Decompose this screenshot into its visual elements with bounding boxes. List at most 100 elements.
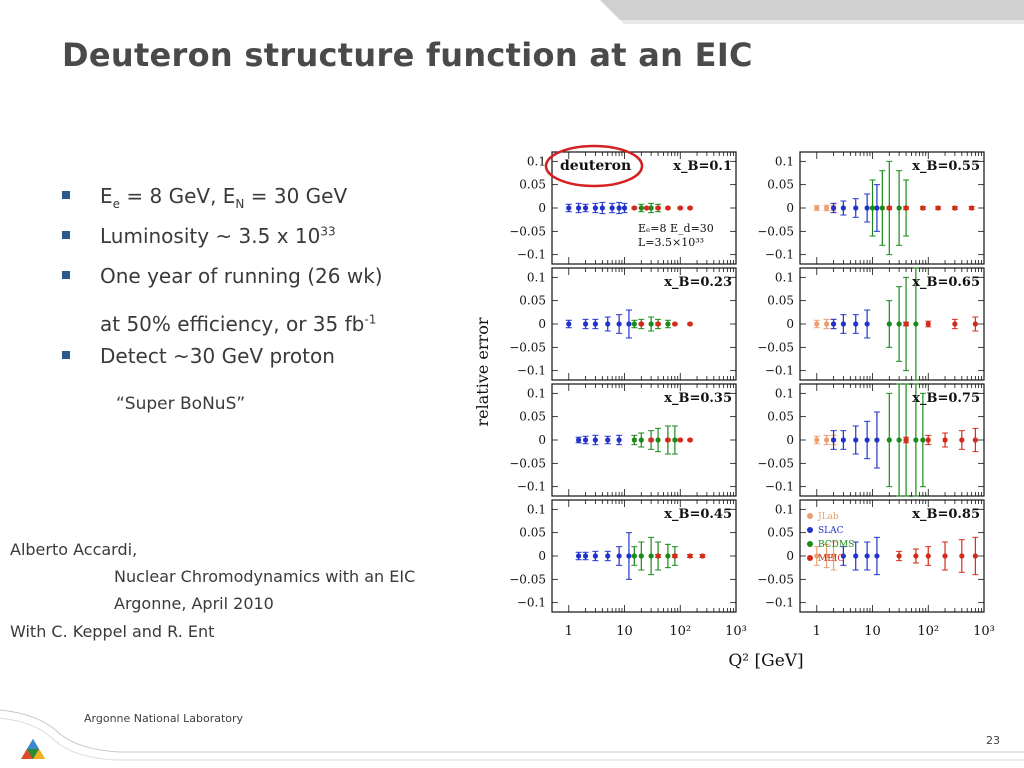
data-point <box>638 205 644 211</box>
xb-label: x_B=0.1 <box>673 159 732 174</box>
y-tick-label: −0.1 <box>517 248 546 262</box>
data-point <box>959 553 965 559</box>
data-point <box>942 437 948 443</box>
y-tick-label: 0.1 <box>775 270 794 284</box>
data-point <box>920 437 926 443</box>
xb-label: x_B=0.35 <box>664 391 732 406</box>
y-tick-label: −0.1 <box>517 596 546 610</box>
y-tick-label: −0.05 <box>757 340 794 354</box>
data-point <box>575 553 582 559</box>
data-point <box>631 205 637 211</box>
y-tick-label: −0.1 <box>765 248 794 262</box>
data-point <box>823 205 830 211</box>
y-tick-label: −0.05 <box>509 456 546 470</box>
y-tick-label: −0.05 <box>757 572 794 586</box>
data-point <box>886 437 892 443</box>
data-point <box>672 437 678 443</box>
data-point <box>840 553 846 559</box>
data-point <box>677 437 683 443</box>
slide-title: Deuteron structure function at an EIC <box>62 36 753 74</box>
y-tick-label: 0.05 <box>519 526 546 540</box>
y-tick-label: −0.1 <box>765 364 794 378</box>
y-axis-title: relative error <box>473 317 492 426</box>
data-point <box>830 321 837 327</box>
beam-energy-text: Eₑ=8 E_d=30 <box>638 222 714 235</box>
data-point <box>853 205 859 211</box>
data-point <box>638 553 644 559</box>
y-tick-label: 0.05 <box>519 178 546 192</box>
x-tick-label: 1 <box>565 624 573 639</box>
y-tick-label: 0 <box>538 433 546 447</box>
legend-label-bcdms: BCDMS <box>818 540 854 550</box>
y-tick-label: 0.1 <box>775 386 794 400</box>
data-point <box>896 437 902 443</box>
data-point <box>665 553 671 559</box>
xb-label: x_B=0.23 <box>664 275 732 290</box>
data-point <box>655 321 661 327</box>
data-point <box>935 205 941 211</box>
data-point <box>638 321 644 327</box>
data-point <box>969 205 975 211</box>
data-point <box>840 321 846 327</box>
data-point <box>644 205 650 211</box>
data-point <box>853 321 859 327</box>
y-tick-label: −0.05 <box>509 224 546 238</box>
data-point <box>672 553 678 559</box>
data-point <box>830 205 837 211</box>
data-point <box>972 437 978 443</box>
xb-label: x_B=0.65 <box>912 275 980 290</box>
x-tick-label: 10 <box>616 624 633 639</box>
data-point <box>879 205 885 211</box>
data-point <box>903 205 909 211</box>
data-point <box>582 437 589 443</box>
data-point <box>896 205 902 211</box>
beam-luminosity-text: L=3.5×10³³ <box>638 236 704 249</box>
y-tick-label: 0 <box>538 201 546 215</box>
bullet-list: Ee = 8 GeV, EN = 30 GeV Luminosity ~ 3.5… <box>60 184 480 384</box>
data-point <box>677 205 683 211</box>
deuteron-label: deuteron <box>560 158 631 174</box>
data-point <box>638 437 644 443</box>
data-point <box>655 553 661 559</box>
bullet-marker <box>62 351 70 359</box>
y-tick-label: −0.1 <box>517 364 546 378</box>
credit-venue: Argonne, April 2010 <box>114 594 274 613</box>
y-tick-label: 0.05 <box>767 526 794 540</box>
data-point <box>925 553 931 559</box>
credit-author: Alberto Accardi, <box>10 540 138 559</box>
data-point <box>616 205 622 211</box>
bullet-marker <box>62 231 70 239</box>
y-tick-label: −0.1 <box>765 480 794 494</box>
data-point <box>972 321 978 327</box>
bullet-luminosity: Luminosity ~ 3.5 x 1033 <box>60 224 480 264</box>
data-point <box>655 205 661 211</box>
data-point <box>864 321 870 327</box>
data-point <box>687 205 693 211</box>
data-point <box>605 553 611 559</box>
data-point <box>592 437 598 443</box>
data-point <box>566 205 572 211</box>
bullet-continuation: at 50% efficiency, or 35 fb-1 <box>100 312 377 336</box>
data-point <box>972 553 978 559</box>
y-tick-label: 0.05 <box>519 410 546 424</box>
data-point <box>896 321 902 327</box>
data-point <box>925 321 931 327</box>
data-point <box>952 205 958 211</box>
y-tick-label: 0 <box>786 201 794 215</box>
legend-marker <box>807 555 813 561</box>
y-tick-label: 0.05 <box>767 178 794 192</box>
data-point <box>814 437 820 443</box>
deuteron-highlight-circle <box>544 144 644 188</box>
page-number: 23 <box>986 734 1000 747</box>
y-tick-label: 0.1 <box>527 502 546 516</box>
data-point <box>655 437 661 443</box>
data-point <box>874 553 880 559</box>
data-point <box>616 553 622 559</box>
data-point <box>920 205 926 211</box>
y-tick-label: 0.1 <box>775 154 794 168</box>
y-tick-label: −0.1 <box>517 480 546 494</box>
x-tick-label: 1 <box>813 624 821 639</box>
data-point <box>864 437 870 443</box>
data-point <box>626 321 632 327</box>
data-point <box>687 437 693 443</box>
